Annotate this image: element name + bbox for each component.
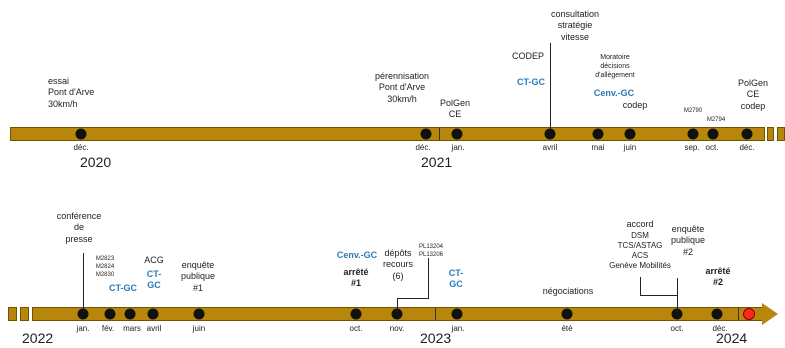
- leader-line: [550, 43, 551, 129]
- month-label: déc.: [415, 143, 431, 152]
- year-label: 2020: [80, 154, 112, 170]
- event-moratoire: Moratoire décisions d'allègement: [595, 54, 635, 80]
- end-marker-dot: [743, 308, 755, 320]
- month-label: été: [561, 324, 573, 333]
- event-motions: M2823 M2824 M2830: [95, 256, 115, 278]
- event-ct-gc-avril: CT- GC: [146, 269, 162, 291]
- event-dot: [707, 128, 719, 140]
- event-dot: [741, 128, 753, 140]
- month-label: avril: [146, 324, 162, 333]
- leader-line: [428, 258, 429, 299]
- month-label: nov.: [389, 324, 405, 333]
- event-polgen-ce-codep: PolGen CE codep: [737, 78, 769, 111]
- year-label: 2024: [716, 330, 748, 346]
- leader-line: [677, 278, 678, 312]
- timeline-arrow-head: [762, 303, 778, 325]
- event-depots-recours: dépôts recours (6): [382, 248, 414, 281]
- event-dot: [104, 308, 116, 320]
- event-ct-gc-jan: CT- GC: [448, 268, 464, 290]
- event-enquete-1: enquête publique #1: [180, 260, 216, 293]
- event-essai: essai Pont d'Arve 30km/h: [48, 76, 95, 109]
- event-dot: [544, 128, 556, 140]
- event-polgen-ce: PolGen CE: [439, 98, 471, 120]
- year-separator: [738, 308, 739, 320]
- event-arrete-2: arrêté #2: [705, 266, 731, 288]
- event-dot: [391, 308, 403, 320]
- event-codep: CODEP: [511, 51, 545, 61]
- month-label: avril: [542, 143, 558, 152]
- year-separator: [435, 308, 436, 320]
- timeline-bar-segment: [767, 127, 774, 141]
- month-label: oct.: [670, 324, 684, 333]
- month-label: oct.: [705, 143, 719, 152]
- event-dot: [193, 308, 205, 320]
- year-label: 2023: [420, 330, 452, 346]
- month-label: juin: [192, 324, 206, 333]
- event-codep-juin: codep: [622, 100, 648, 110]
- event-dot: [671, 308, 683, 320]
- month-label: sep.: [684, 143, 700, 152]
- event-dot: [592, 128, 604, 140]
- event-dot: [624, 128, 636, 140]
- month-label: jan.: [451, 143, 465, 152]
- event-conference: conférence de presse: [56, 211, 102, 244]
- event-accord-list: DSM TCS/ASTAG ACS Genève Mobilités: [609, 231, 671, 270]
- event-ct-gc-fev: CT-GC: [109, 283, 137, 293]
- month-label: jan.: [76, 324, 90, 333]
- event-dot: [561, 308, 573, 320]
- month-label: déc.: [73, 143, 89, 152]
- event-dot: [147, 308, 159, 320]
- event-acg: ACG: [144, 255, 164, 265]
- leader-line: [640, 295, 678, 296]
- event-dot: [687, 128, 699, 140]
- event-dot: [420, 128, 432, 140]
- month-label: déc.: [712, 324, 728, 333]
- year-separator: [439, 128, 440, 140]
- leader-line: [83, 253, 84, 309]
- event-pl: PL13204 PL13206: [418, 244, 444, 258]
- event-accord: accord: [626, 219, 654, 229]
- month-label: déc.: [739, 143, 755, 152]
- event-dot: [124, 308, 136, 320]
- timeline-bar-segment: [20, 307, 29, 321]
- year-label: 2021: [421, 154, 453, 170]
- leader-line: [397, 298, 429, 299]
- event-negociations: négociations: [542, 286, 594, 296]
- event-dot: [711, 308, 723, 320]
- month-label: mars: [123, 324, 141, 333]
- event-cenv-gc-oct: Cenv.-GC: [336, 250, 378, 260]
- timeline-bar-2020-2021: [10, 127, 765, 141]
- month-label: juin: [623, 143, 637, 152]
- month-label: fév.: [101, 324, 115, 333]
- event-m2790: M2790: [683, 108, 703, 114]
- event-enquete-2: enquête publique #2: [670, 224, 706, 257]
- event-dot: [451, 308, 463, 320]
- timeline-bar-segment: [777, 127, 785, 141]
- event-arrete-1: arrêté #1: [343, 267, 369, 289]
- month-label: jan.: [451, 324, 465, 333]
- leader-line: [640, 277, 641, 295]
- year-label: 2022: [22, 330, 54, 346]
- event-ct-gc: CT-GC: [517, 77, 545, 87]
- event-m2794: M2794: [706, 117, 726, 123]
- event-consultation: consultation stratégie vitesse: [550, 9, 600, 42]
- leader-line: [397, 298, 398, 312]
- event-dot: [451, 128, 463, 140]
- event-dot: [350, 308, 362, 320]
- month-label: oct.: [349, 324, 363, 333]
- event-cenv-gc: Cenv.-GC: [593, 88, 635, 98]
- event-dot: [75, 128, 87, 140]
- event-perennisation: pérennisation Pont d'Arve 30km/h: [374, 71, 430, 104]
- event-dot: [77, 308, 89, 320]
- timeline-bar-segment: [8, 307, 17, 321]
- month-label: mai: [591, 143, 605, 152]
